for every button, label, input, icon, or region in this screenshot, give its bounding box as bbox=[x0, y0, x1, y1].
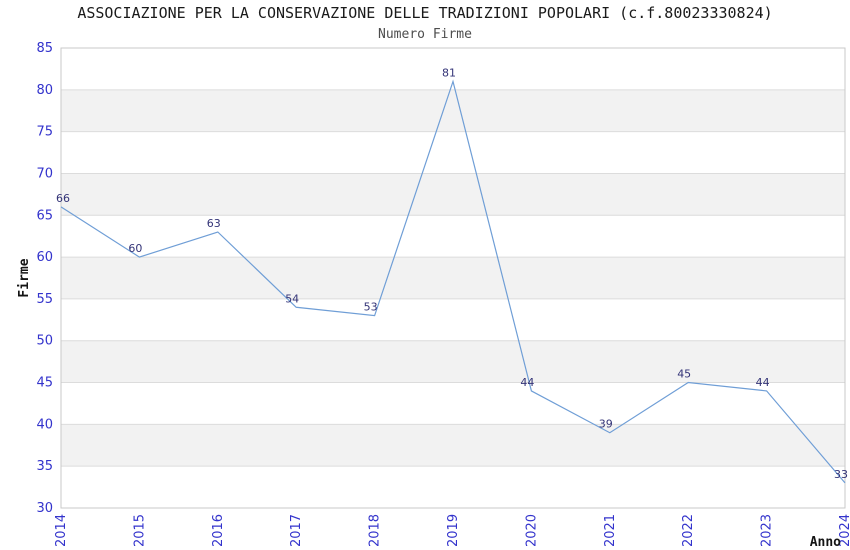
chart-subtitle: Numero Firme bbox=[378, 27, 472, 42]
y-tick-label: 80 bbox=[36, 83, 53, 98]
data-line bbox=[60, 79, 846, 484]
grid-band bbox=[61, 89, 845, 132]
point-label: 81 bbox=[442, 66, 456, 79]
y-tick-label: 40 bbox=[36, 417, 53, 432]
x-tick-label: 2020 bbox=[524, 514, 539, 547]
grid-band bbox=[61, 424, 845, 467]
y-tick-label: 50 bbox=[36, 334, 53, 349]
x-tick-label: 2023 bbox=[760, 514, 775, 547]
x-tick-label: 2022 bbox=[681, 514, 696, 547]
y-tick-label: 60 bbox=[36, 250, 53, 265]
x-tick-label: 2014 bbox=[54, 514, 69, 547]
grid-band bbox=[61, 257, 845, 299]
y-tick-label: 65 bbox=[36, 208, 53, 223]
x-tick-label: 2021 bbox=[603, 514, 618, 547]
point-label: 33 bbox=[834, 468, 848, 481]
point-label: 54 bbox=[285, 292, 299, 305]
x-tick-label: 2016 bbox=[211, 514, 226, 547]
x-tick-label: 2015 bbox=[132, 514, 147, 547]
y-tick-label: 70 bbox=[36, 166, 53, 181]
point-label: 44 bbox=[756, 376, 770, 389]
chart-title: ASSOCIAZIONE PER LA CONSERVAZIONE DELLE … bbox=[77, 4, 772, 22]
point-label: 53 bbox=[364, 301, 378, 314]
point-label: 44 bbox=[520, 376, 534, 389]
y-tick-label: 30 bbox=[36, 501, 53, 516]
y-axis-title: Firme bbox=[17, 258, 32, 297]
point-label: 63 bbox=[207, 217, 221, 230]
x-tick-label: 2019 bbox=[446, 514, 461, 547]
y-tick-label: 35 bbox=[36, 459, 53, 474]
x-tick-label: 2018 bbox=[368, 514, 383, 547]
plot-area: 30 35 40 45 50 55 60 65 70 75 80 85 2014 2015 2016 2017… bbox=[36, 41, 850, 547]
y-tick-label: 85 bbox=[36, 41, 53, 56]
grid-band bbox=[61, 173, 845, 216]
point-label: 45 bbox=[677, 368, 691, 381]
grid-band bbox=[61, 340, 845, 383]
x-tick-label: 2017 bbox=[289, 514, 304, 547]
y-tick-label: 75 bbox=[36, 125, 53, 140]
y-tick-label: 55 bbox=[36, 292, 53, 307]
y-tick-label: 45 bbox=[36, 376, 53, 391]
x-tick-label: 2024 bbox=[838, 514, 850, 547]
x-axis-title: Anno bbox=[810, 535, 841, 550]
point-label: 66 bbox=[56, 192, 70, 205]
plot-border bbox=[60, 47, 846, 509]
point-label: 60 bbox=[128, 242, 142, 255]
point-label: 39 bbox=[599, 418, 613, 431]
